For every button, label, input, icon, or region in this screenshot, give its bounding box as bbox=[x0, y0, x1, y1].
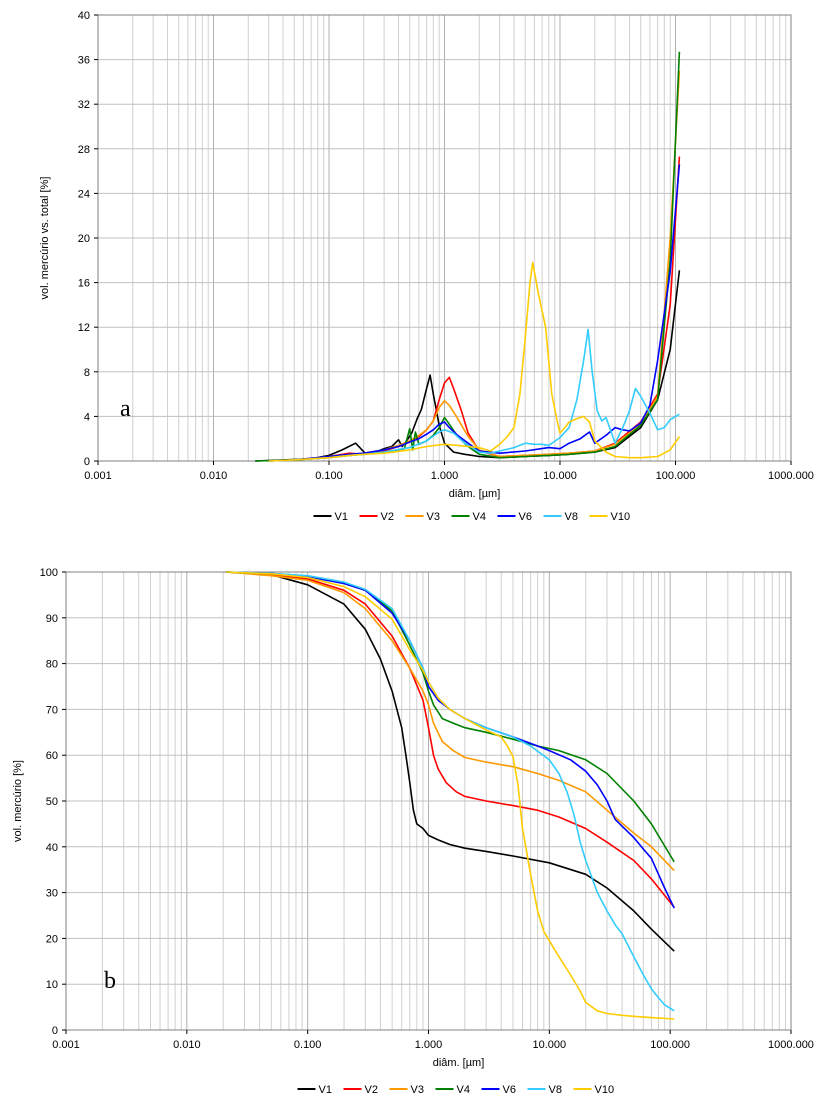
x-tick-label: 1000.000 bbox=[768, 1039, 814, 1051]
legend-label: V8 bbox=[549, 1084, 562, 1096]
x-tick-label: 0.100 bbox=[315, 470, 343, 482]
x-tick-label: 10.000 bbox=[543, 470, 577, 482]
y-tick-label: 80 bbox=[46, 659, 58, 671]
legend-label: V4 bbox=[457, 1084, 470, 1096]
legend-label: V6 bbox=[503, 1084, 516, 1096]
x-tick-label: 100.000 bbox=[650, 1039, 690, 1051]
legend-label: V8 bbox=[565, 511, 578, 523]
grid bbox=[65, 571, 791, 1031]
y-tick-label: 0 bbox=[84, 456, 90, 468]
chart-panel-b: 0 10 20 30 40 50 60 70 80 90 100 0.001 0.010 0.100 1.0… bbox=[12, 567, 814, 1096]
y-tick-label: 60 bbox=[46, 750, 58, 762]
legend-label: V1 bbox=[319, 1084, 332, 1096]
grid bbox=[97, 14, 791, 462]
series-line-v6 bbox=[225, 571, 675, 909]
series-line-v10 bbox=[225, 571, 675, 1020]
chart-panel-a: 0 4 8 12 16 20 24 28 32 36 40 0.001 0.010 0.100 1.000 1… bbox=[39, 10, 814, 523]
x-tick-label: 10.000 bbox=[533, 1039, 567, 1051]
y-tick-label: 40 bbox=[46, 842, 58, 854]
series-group bbox=[255, 51, 681, 462]
series-line-v8 bbox=[225, 571, 675, 1012]
series-line-v2 bbox=[225, 571, 675, 908]
y-tick-label: 12 bbox=[78, 322, 90, 334]
y-tick-label: 36 bbox=[78, 55, 90, 67]
y-tick-label: 0 bbox=[52, 1025, 58, 1037]
x-tick-label: 1.000 bbox=[415, 1039, 443, 1051]
y-tick-label: 8 bbox=[84, 367, 90, 379]
legend-label: V3 bbox=[411, 1084, 424, 1096]
y-tick-label: 28 bbox=[78, 144, 90, 156]
legend-label: V2 bbox=[365, 1084, 378, 1096]
legend-label: V4 bbox=[473, 511, 486, 523]
y-tick-label: 10 bbox=[46, 979, 58, 991]
y-tick-label: 16 bbox=[78, 278, 90, 290]
y-tick-label: 90 bbox=[46, 613, 58, 625]
series-line-v8 bbox=[268, 328, 680, 462]
y-tick-label: 24 bbox=[78, 188, 90, 200]
legend-label: V3 bbox=[427, 511, 440, 523]
series-line-v1 bbox=[225, 571, 675, 952]
series-line-v3 bbox=[225, 571, 675, 872]
series-group bbox=[225, 571, 675, 1020]
legend: V1 V2 V3 V4 V6 V8 V10 bbox=[313, 511, 631, 523]
y-tick-label: 4 bbox=[84, 411, 90, 423]
y-tick-label: 20 bbox=[78, 233, 90, 245]
y-tick-label: 20 bbox=[46, 933, 58, 945]
legend-label: V10 bbox=[595, 1084, 615, 1096]
y-tick-label: 40 bbox=[78, 10, 90, 22]
legend-label: V1 bbox=[335, 511, 348, 523]
y-axis-label: vol. mercúrio [%] bbox=[12, 760, 24, 842]
series-line-v6 bbox=[268, 164, 681, 462]
panel-letter: b bbox=[104, 968, 116, 994]
x-axis-label: diâm. [µm] bbox=[449, 488, 501, 500]
y-tick-label: 30 bbox=[46, 888, 58, 900]
legend-label: V6 bbox=[519, 511, 532, 523]
x-axis-label: diâm. [µm] bbox=[433, 1057, 485, 1069]
legend: V1 V2 V3 V4 V6 V8 V10 bbox=[297, 1084, 615, 1096]
y-tick-label: 50 bbox=[46, 796, 58, 808]
x-tick-label: 0.001 bbox=[84, 470, 112, 482]
series-line-v10 bbox=[268, 261, 681, 462]
legend-label: V2 bbox=[381, 511, 394, 523]
x-tick-label: 0.010 bbox=[173, 1039, 201, 1051]
y-tick-label: 100 bbox=[40, 567, 58, 579]
x-tick-label: 100.000 bbox=[656, 470, 696, 482]
x-tick-label: 0.010 bbox=[200, 470, 228, 482]
x-tick-label: 0.001 bbox=[52, 1039, 80, 1051]
y-axis-label: vol. mercúrio vs. total [%] bbox=[39, 177, 51, 300]
x-tick-label: 1000.000 bbox=[768, 470, 814, 482]
panel-letter: a bbox=[120, 396, 131, 422]
y-tick-label: 32 bbox=[78, 99, 90, 111]
legend-label: V10 bbox=[611, 511, 631, 523]
x-tick-label: 1.000 bbox=[431, 470, 459, 482]
y-tick-label: 70 bbox=[46, 704, 58, 716]
x-tick-label: 0.100 bbox=[294, 1039, 322, 1051]
